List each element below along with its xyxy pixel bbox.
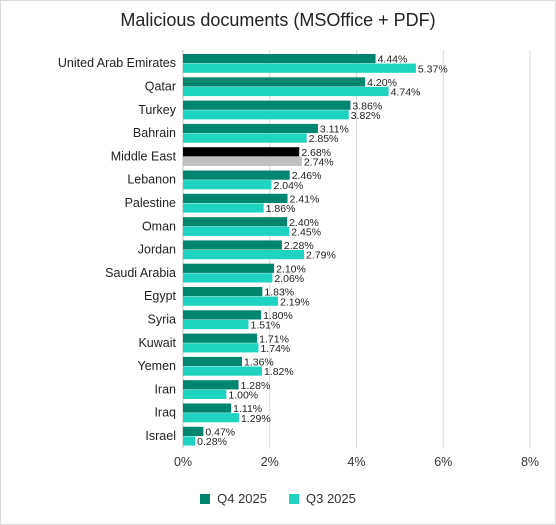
- bar: [183, 413, 239, 423]
- legend-swatch-q4: [200, 493, 211, 504]
- bar: [183, 240, 282, 250]
- bar: [183, 319, 249, 330]
- legend-label-q3: Q3 2025: [306, 491, 356, 506]
- bar: [183, 100, 351, 110]
- category-label: Iran: [154, 382, 176, 396]
- bar: [183, 380, 239, 390]
- category-label: Syria: [148, 313, 177, 327]
- bar: [183, 310, 262, 320]
- category-label: Palestine: [125, 196, 176, 210]
- bar: [183, 203, 264, 213]
- category-label: Middle East: [111, 149, 177, 163]
- data-label: 1.71%: [259, 333, 289, 345]
- chart-title: Malicious documents (MSOffice + PDF): [120, 10, 436, 30]
- data-label: 2.10%: [276, 263, 306, 275]
- bar: [183, 287, 263, 297]
- bar: [183, 133, 307, 143]
- data-label: 2.06%: [274, 273, 304, 285]
- bar: [183, 263, 275, 273]
- legend-item-q3: Q3 2025: [289, 491, 356, 506]
- bar: [183, 426, 204, 436]
- data-label: 3.11%: [320, 124, 349, 136]
- bar: [183, 436, 196, 446]
- category-label: Yemen: [138, 359, 177, 373]
- data-label: 2.41%: [290, 194, 320, 206]
- data-label: 2.46%: [292, 170, 322, 182]
- data-label: 2.40%: [289, 217, 319, 229]
- data-label: 3.82%: [351, 110, 381, 122]
- data-label: 1.29%: [241, 413, 271, 425]
- bar: [183, 343, 259, 353]
- bar: [183, 63, 416, 73]
- data-label: 4.74%: [391, 87, 421, 99]
- data-label: 1.86%: [266, 203, 296, 215]
- data-label: 4.44%: [378, 54, 408, 66]
- bar: [183, 180, 272, 190]
- data-label: 1.00%: [228, 390, 258, 402]
- bar: [183, 226, 290, 236]
- data-label: 2.85%: [309, 133, 339, 145]
- legend-label-q4: Q4 2025: [217, 491, 267, 506]
- x-tick-label: 6%: [434, 455, 452, 469]
- x-tick-label: 8%: [521, 455, 539, 469]
- bar: [183, 273, 273, 283]
- data-label: 2.74%: [304, 157, 334, 169]
- bar: [183, 156, 302, 166]
- category-label: Oman: [142, 219, 176, 233]
- bar: [183, 193, 288, 203]
- data-label: 1.80%: [263, 310, 293, 322]
- data-label: 5.37%: [418, 63, 448, 75]
- category-label: Saudi Arabia: [105, 266, 176, 280]
- category-label: Bahrain: [133, 126, 176, 140]
- bar: [183, 333, 258, 343]
- category-label: Turkey: [138, 103, 176, 117]
- category-label: Kuwait: [138, 336, 176, 350]
- data-label: 0.28%: [197, 436, 227, 448]
- data-label: 2.19%: [280, 296, 310, 308]
- data-label: 4.20%: [367, 77, 397, 89]
- data-label: 1.74%: [260, 343, 290, 355]
- bar: [183, 54, 376, 64]
- bar: [183, 217, 288, 227]
- bar: [183, 86, 389, 97]
- bar: [183, 110, 349, 120]
- data-label: 1.51%: [250, 320, 280, 332]
- category-label: Iraq: [154, 406, 176, 420]
- data-label: 2.28%: [284, 240, 314, 252]
- category-label: Jordan: [138, 243, 176, 257]
- bar: [183, 296, 278, 306]
- category-label: Qatar: [145, 80, 176, 94]
- x-tick-label: 4%: [347, 455, 365, 469]
- legend-item-q4: Q4 2025: [200, 491, 267, 506]
- bar: [183, 250, 305, 260]
- bar: [183, 356, 242, 367]
- data-label: 0.47%: [205, 427, 235, 439]
- data-label: 2.79%: [306, 250, 336, 262]
- bar: [183, 147, 300, 157]
- bar: [183, 366, 262, 376]
- data-label: 1.11%: [233, 403, 262, 415]
- legend-swatch-q3: [289, 493, 299, 504]
- bar: [183, 123, 318, 134]
- x-tick-label: 0%: [174, 455, 192, 469]
- data-label: 2.68%: [301, 147, 331, 159]
- category-label: Lebanon: [127, 173, 176, 187]
- category-label: United Arab Emirates: [58, 56, 176, 70]
- x-tick-label: 2%: [261, 455, 279, 469]
- bar: [183, 170, 290, 180]
- data-label: 1.82%: [264, 366, 294, 378]
- data-label: 1.36%: [244, 357, 274, 369]
- data-label: 2.45%: [291, 226, 321, 238]
- bar: [183, 77, 366, 87]
- bar: [183, 389, 227, 399]
- category-label: Egypt: [144, 289, 176, 303]
- data-label: 2.04%: [273, 180, 303, 192]
- legend: Q4 2025 Q3 2025: [0, 491, 556, 506]
- category-label: Israel: [145, 429, 176, 443]
- data-label: 1.83%: [264, 287, 294, 299]
- data-label: 1.28%: [241, 380, 271, 392]
- data-label: 3.86%: [352, 100, 382, 112]
- bar: [183, 403, 232, 413]
